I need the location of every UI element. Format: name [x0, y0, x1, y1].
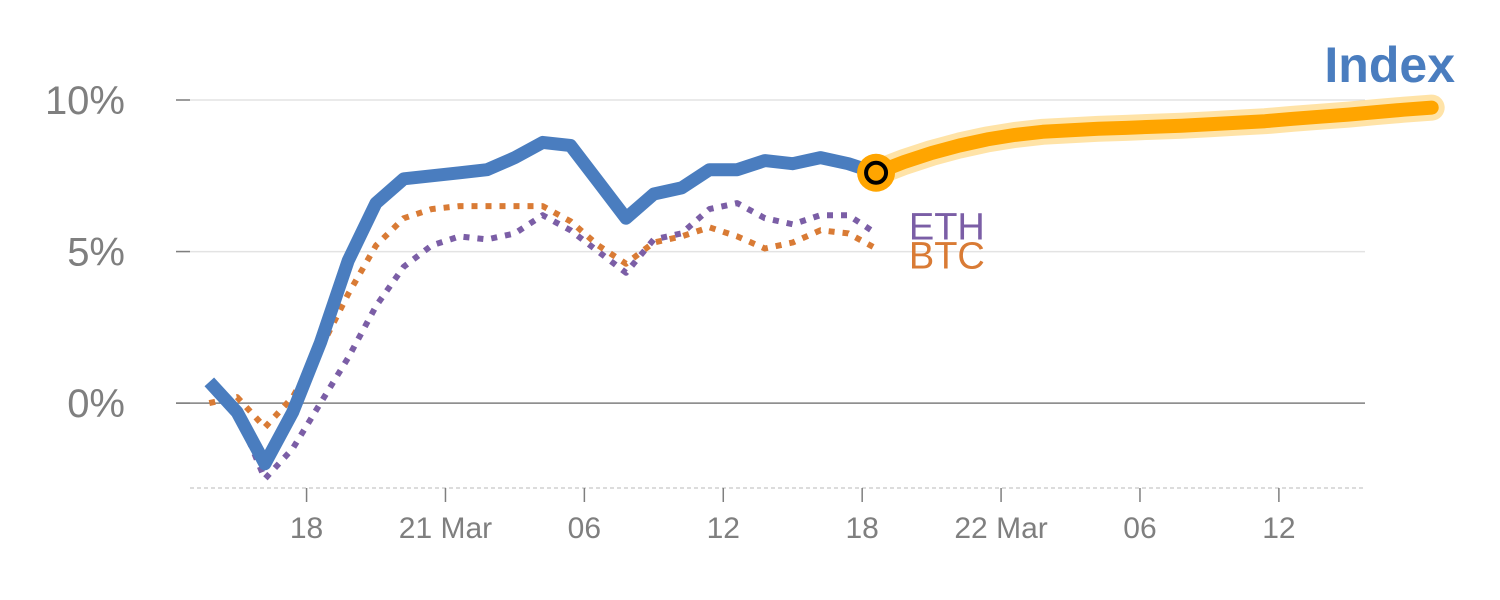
- y-tick-label: 5%: [67, 231, 125, 275]
- x-tick-label: 21 Mar: [399, 512, 492, 545]
- y-tick-label: 10%: [45, 79, 125, 123]
- y-tick-label: 0%: [67, 382, 125, 426]
- series-line-index: [204, 135, 879, 471]
- series-line-forecast: [869, 100, 1439, 180]
- chart-title: Index: [1324, 37, 1455, 93]
- series-group: [204, 94, 1445, 482]
- series-line-btc: [208, 203, 878, 431]
- series-line-eth: [207, 200, 878, 482]
- x-tick-label: 18: [290, 512, 323, 545]
- x-tick-label: 06: [568, 512, 601, 545]
- x-tick-label: 12: [1262, 512, 1295, 545]
- current-point-marker: [864, 160, 889, 185]
- axes: 0% 5% 10% 18 21 Mar 06 12 18 22 Mar 06 12: [45, 79, 1365, 545]
- gridlines: [176, 99, 1365, 404]
- x-tick-label: 12: [707, 512, 740, 545]
- x-tick-label: 22 Mar: [954, 512, 1047, 545]
- x-tick-label: 06: [1123, 512, 1156, 545]
- x-tick-label: 18: [845, 512, 878, 545]
- series-label-btc: BTC: [909, 236, 985, 278]
- series-label-eth: ETH: [909, 206, 985, 248]
